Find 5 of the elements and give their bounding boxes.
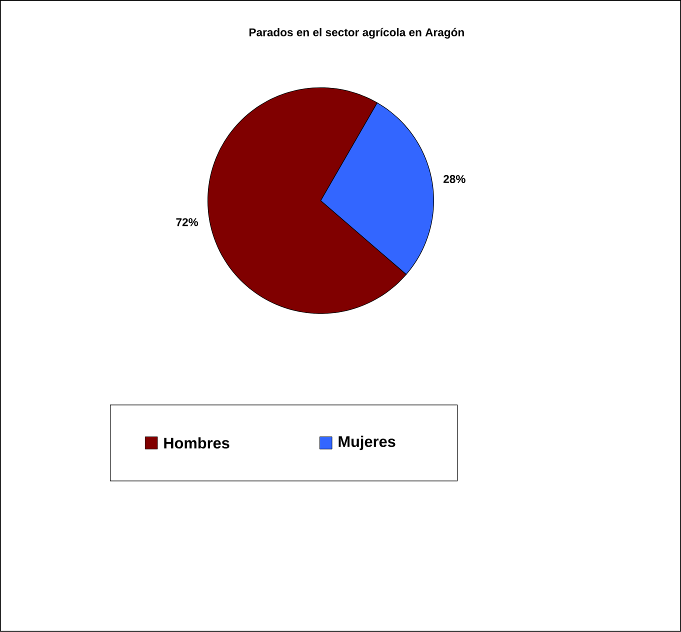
legend-label: Mujeres [338,436,396,450]
chart-title: Parados en el sector agrícola en Aragón [249,28,464,39]
data-label: 72% [176,218,198,226]
data-label: 28% [444,175,466,184]
legend-label: Hombres [164,437,230,449]
